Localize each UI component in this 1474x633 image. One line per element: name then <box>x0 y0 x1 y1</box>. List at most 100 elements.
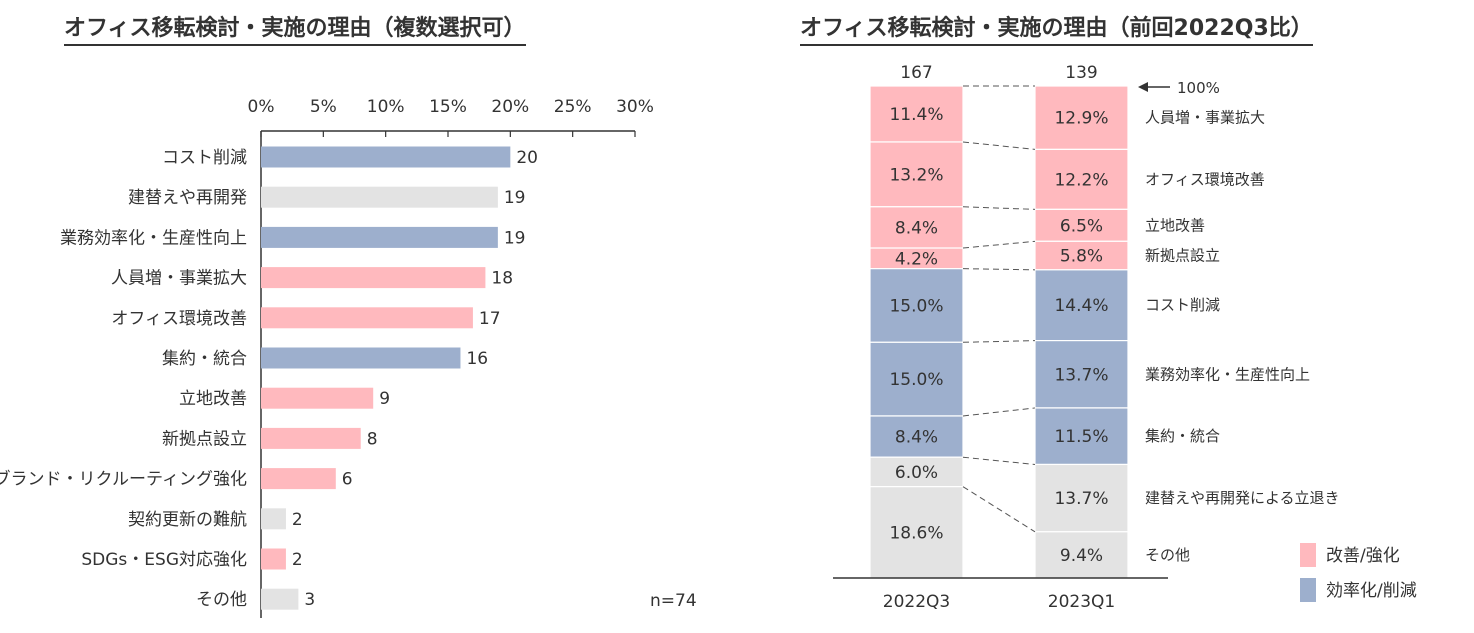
stacked-segment <box>1034 240 1129 271</box>
n-label: n=74 <box>650 591 697 611</box>
segment-label: 6.5% <box>1060 216 1103 236</box>
segment-name: 立地改善 <box>1145 216 1205 234</box>
category-label: その他 <box>196 590 247 610</box>
x-tick-label: 30% <box>616 97 654 117</box>
value-label: 19 <box>504 188 526 208</box>
category-axis-label: 2023Q1 <box>1048 592 1115 612</box>
stacked-segment <box>1034 463 1129 533</box>
category-label: 立地改善 <box>179 389 247 409</box>
connector-line <box>962 340 1036 343</box>
bar <box>261 226 498 248</box>
bar <box>261 387 374 409</box>
x-tick-label: 5% <box>310 97 337 117</box>
value-label: 19 <box>504 228 526 248</box>
category-label: 集約・統合 <box>162 349 247 369</box>
stacked-segment <box>869 206 964 249</box>
segment-label: 13.7% <box>1054 365 1108 385</box>
value-label: 9 <box>379 389 390 409</box>
connector-line <box>962 240 1036 249</box>
stacked-segment <box>1034 340 1129 409</box>
segment-name: 人員増・事業拡大 <box>1145 109 1265 127</box>
stacked-segment <box>1034 269 1129 342</box>
connector-line <box>962 456 1036 465</box>
category-label: ブランド・リクルーティング強化 <box>0 469 247 490</box>
segment-label: 14.4% <box>1054 296 1108 316</box>
segment-label: 11.4% <box>889 105 943 125</box>
segment-name: 集約・統合 <box>1145 427 1220 445</box>
segment-label: 13.2% <box>889 165 943 185</box>
x-tick-label: 15% <box>429 97 467 117</box>
segment-label: 18.6% <box>889 523 943 543</box>
segment-label: 15.0% <box>889 296 943 316</box>
segment-name: その他 <box>1145 546 1190 564</box>
bar <box>261 468 336 490</box>
stacked-segment <box>869 85 964 143</box>
stacked-segment <box>1034 85 1129 151</box>
value-label: 6 <box>342 470 353 490</box>
bar <box>261 186 498 208</box>
segment-label: 4.2% <box>895 249 938 269</box>
bar-total-label: 139 <box>1065 63 1097 83</box>
x-tick-label: 10% <box>367 97 405 117</box>
segment-label: 15.0% <box>889 370 943 390</box>
segment-label: 12.9% <box>1054 109 1108 129</box>
legend-swatch <box>1300 578 1316 602</box>
value-label: 8 <box>367 429 378 449</box>
segment-label: 13.7% <box>1054 489 1108 509</box>
x-tick-label: 20% <box>491 97 529 117</box>
bar <box>261 427 361 449</box>
stacked-segment <box>1034 148 1129 210</box>
stacked-segment <box>1034 208 1129 242</box>
bar <box>261 347 461 369</box>
reference-label: 100% <box>1177 79 1220 97</box>
segment-name: 新拠点設立 <box>1145 247 1220 265</box>
bar <box>261 588 299 610</box>
segment-name: コスト削減 <box>1145 296 1220 314</box>
category-label: オフィス環境改善 <box>111 309 247 329</box>
category-label: 人員増・事業拡大 <box>111 269 247 289</box>
connector-line <box>962 407 1036 417</box>
x-tick-label: 0% <box>248 97 275 117</box>
segment-label: 11.5% <box>1054 427 1108 447</box>
reference-arrow-head <box>1138 82 1148 92</box>
value-label: 18 <box>491 269 513 289</box>
stacked-segment <box>869 141 964 208</box>
connector-line <box>962 206 1036 210</box>
stacked-segment <box>869 268 964 343</box>
segment-name: 建替えや再開発による立退き <box>1145 489 1340 507</box>
segment-label: 5.8% <box>1060 247 1103 267</box>
x-tick-label: 25% <box>554 97 592 117</box>
segment-label: 9.4% <box>1060 546 1103 566</box>
value-label: 3 <box>304 590 315 610</box>
segment-label: 6.0% <box>895 463 938 483</box>
legend-label: 改善/強化 <box>1326 546 1400 566</box>
stacked-segment <box>869 456 964 488</box>
connector-line <box>962 486 1036 533</box>
category-label: SDGs・ESG対応強化 <box>81 550 247 570</box>
segment-name: オフィス環境改善 <box>1145 170 1265 188</box>
category-label: 新拠点設立 <box>162 429 247 449</box>
stacked-segment <box>1034 531 1129 579</box>
category-label: 契約更新の難航 <box>128 510 247 530</box>
bar <box>261 508 286 530</box>
connector-line <box>962 141 1036 150</box>
value-label: 2 <box>292 550 303 570</box>
segment-name: 業務効率化・生産性向上 <box>1145 365 1310 383</box>
value-label: 2 <box>292 510 303 530</box>
left-chart-title: オフィス移転検討・実施の理由（複数選択可） <box>64 10 526 46</box>
bar <box>261 267 486 289</box>
segment-label: 8.4% <box>895 218 938 238</box>
category-label: 建替えや再開発 <box>128 188 247 208</box>
bar-total-label: 167 <box>900 63 932 83</box>
bar <box>261 548 286 570</box>
value-label: 17 <box>479 309 501 329</box>
value-label: 20 <box>516 148 538 168</box>
stacked-segment <box>869 341 964 417</box>
right-chart-title: オフィス移転検討・実施の理由（前回2022Q3比） <box>800 10 1313 46</box>
legend-label: 効率化/削減 <box>1326 581 1417 601</box>
legend-swatch <box>1300 543 1316 567</box>
segment-label: 12.2% <box>1054 170 1108 190</box>
bar <box>261 146 511 168</box>
bar <box>261 307 473 329</box>
